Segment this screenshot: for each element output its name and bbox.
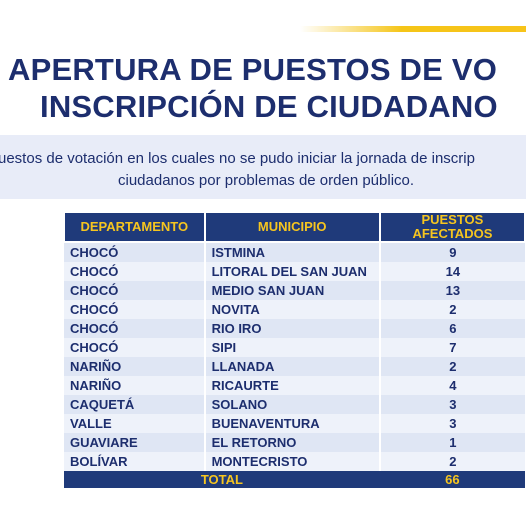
table-row: CHOCÓ SIPI 7 [64,338,525,357]
cell-departamento: CHOCÓ [64,281,206,300]
table-row: CHOCÓ ISTMINA 9 [64,242,525,262]
table-row: CAQUETÁ SOLANO 3 [64,395,525,414]
cell-puestos: 6 [379,319,525,338]
cell-municipio: LITORAL DEL SAN JUAN [204,262,381,281]
cell-municipio: SOLANO [204,395,381,414]
cell-departamento: NARIÑO [64,376,206,395]
decorative-gold-bar [300,26,526,32]
table-row: CHOCÓ LITORAL DEL SAN JUAN 14 [64,262,525,281]
page-title-line1: APERTURA DE PUESTOS DE VO [8,52,498,87]
cell-municipio: RIO IRO [204,319,381,338]
cell-municipio: SIPI [204,338,381,357]
cell-municipio: BUENAVENTURA [204,414,381,433]
cell-departamento: CHOCÓ [64,300,206,319]
cell-puestos: 2 [379,300,525,319]
cell-departamento: CHOCÓ [64,262,206,281]
page-title-line2: INSCRIPCIÓN DE CIUDADANO [40,89,498,124]
table-row: CHOCÓ NOVITA 2 [64,300,525,319]
cell-municipio: MONTECRISTO [204,452,381,471]
cell-municipio: NOVITA [204,300,381,319]
cell-departamento: VALLE [64,414,206,433]
table-row: GUAVIARE EL RETORNO 1 [64,433,525,452]
cell-puestos: 13 [379,281,525,300]
cell-puestos: 4 [379,376,525,395]
table-row: BOLÍVAR MONTECRISTO 2 [64,452,525,471]
cell-departamento: BOLÍVAR [64,452,206,471]
cell-departamento: CAQUETÁ [64,395,206,414]
affected-polling-stations-table: DEPARTAMENTO MUNICIPIO PUESTOS AFECTADOS… [63,211,526,488]
cell-municipio: ISTMINA [204,242,381,262]
cell-puestos: 3 [379,395,525,414]
col-header-puestos-line1: PUESTOS [421,212,484,227]
table-row: CHOCÓ MEDIO SAN JUAN 13 [64,281,525,300]
col-header-departamento: DEPARTAMENTO [63,211,206,243]
col-header-puestos-line2: AFECTADOS [412,226,493,241]
subtitle-line1: uestos de votación en los cuales no se p… [0,150,475,167]
col-header-municipio: MUNICIPIO [203,211,381,243]
table-row: NARIÑO LLANADA 2 [64,357,525,376]
table-row: VALLE BUENAVENTURA 3 [64,414,525,433]
total-value: 66 [379,471,525,488]
cell-municipio: LLANADA [204,357,381,376]
cell-municipio: EL RETORNO [204,433,381,452]
col-header-puestos: PUESTOS AFECTADOS [378,211,526,243]
cell-puestos: 2 [379,357,525,376]
table-row: NARIÑO RICAURTE 4 [64,376,525,395]
cell-puestos: 3 [379,414,525,433]
cell-departamento: CHOCÓ [64,319,206,338]
subtitle-line2: ciudadanos por problemas de orden públic… [118,172,415,189]
cell-municipio: MEDIO SAN JUAN [204,281,381,300]
cell-puestos: 1 [379,433,525,452]
table-header-row: DEPARTAMENTO MUNICIPIO PUESTOS AFECTADOS [63,211,526,243]
cell-puestos: 9 [379,242,525,262]
subtitle-banner [0,135,526,199]
total-label: TOTAL [64,471,380,488]
cell-municipio: RICAURTE [204,376,381,395]
cell-puestos: 7 [379,338,525,357]
cell-departamento: NARIÑO [64,357,206,376]
cell-departamento: GUAVIARE [64,433,206,452]
cell-departamento: CHOCÓ [64,242,206,262]
cell-departamento: CHOCÓ [64,338,206,357]
table-total-row: TOTAL 66 [64,471,525,488]
cell-puestos: 2 [379,452,525,471]
table-row: CHOCÓ RIO IRO 6 [64,319,525,338]
cell-puestos: 14 [379,262,525,281]
